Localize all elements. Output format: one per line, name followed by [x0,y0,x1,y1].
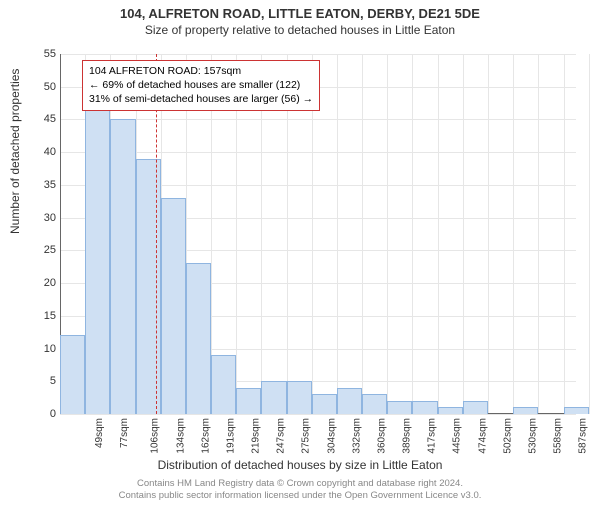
x-tick-label: 332sqm [351,418,362,454]
attribution-line-2: Contains public sector information licen… [119,490,482,501]
x-tick-label: 389sqm [402,418,413,454]
histogram-bar [60,335,85,414]
gridline-v [488,54,489,414]
y-tick-label: 20 [32,277,56,289]
x-tick-label: 49sqm [94,418,105,448]
x-tick-label: 587sqm [578,418,589,454]
annotation-line-1: 104 ALFRETON ROAD: 157sqm [89,64,313,78]
x-tick-label: 502sqm [502,418,513,454]
y-tick-label: 10 [32,343,56,355]
y-tick-label: 35 [32,179,56,191]
histogram-bar [438,407,463,414]
gridline-v [513,54,514,414]
histogram-bar [513,407,538,414]
histogram-bar [186,263,211,414]
histogram-bar [236,388,261,414]
x-tick-label: 558sqm [553,418,564,454]
histogram-bar [312,394,337,414]
gridline-v [337,54,338,414]
gridline-h [60,119,576,120]
annotation-box: 104 ALFRETON ROAD: 157sqm← 69% of detach… [82,60,320,111]
y-axis-label: Number of detached properties [8,69,22,234]
gridline-v [564,54,565,414]
y-tick-label: 50 [32,81,56,93]
gridline-v [463,54,464,414]
histogram-bar [161,198,186,414]
histogram-bar [463,401,488,414]
histogram-bar [387,401,412,414]
gridline-v [438,54,439,414]
y-tick-label: 25 [32,244,56,256]
gridline-h [60,152,576,153]
y-tick-label: 0 [32,408,56,420]
x-tick-label: 162sqm [200,418,211,454]
y-tick-label: 40 [32,146,56,158]
histogram-bar [261,381,286,414]
histogram-bar [362,394,387,414]
x-tick-label: 445sqm [452,418,463,454]
x-tick-label: 106sqm [150,418,161,454]
histogram-plot: 104 ALFRETON ROAD: 157sqm← 69% of detach… [60,54,576,414]
x-tick-label: 360sqm [377,418,388,454]
gridline-v [412,54,413,414]
gridline-v [589,54,590,414]
x-tick-label: 77sqm [119,418,130,448]
x-tick-label: 530sqm [528,418,539,454]
page-title: 104, ALFRETON ROAD, LITTLE EATON, DERBY,… [0,6,600,21]
x-tick-label: 275sqm [301,418,312,454]
annotation-line-3: 31% of semi-detached houses are larger (… [89,92,313,106]
gridline-v [362,54,363,414]
x-tick-label: 219sqm [251,418,262,454]
histogram-bar [287,381,312,414]
x-tick-label: 304sqm [326,418,337,454]
histogram-bar [211,355,236,414]
x-tick-label: 191sqm [225,418,236,454]
histogram-bar [337,388,362,414]
histogram-bar [110,119,135,414]
x-tick-label: 474sqm [477,418,488,454]
x-tick-label: 417sqm [427,418,438,454]
annotation-line-2: ← 69% of detached houses are smaller (12… [89,78,313,92]
gridline-h [60,414,576,415]
gridline-h [60,54,576,55]
y-tick-label: 5 [32,375,56,387]
histogram-bar [412,401,437,414]
y-tick-label: 30 [32,212,56,224]
attribution-line-1: Contains HM Land Registry data © Crown c… [137,478,463,489]
attribution-footer: Contains HM Land Registry data © Crown c… [0,478,600,502]
gridline-v [387,54,388,414]
y-tick-label: 45 [32,113,56,125]
x-axis-label: Distribution of detached houses by size … [0,458,600,472]
histogram-bar [85,100,110,414]
y-tick-label: 15 [32,310,56,322]
chart-container: 104 ALFRETON ROAD: 157sqm← 69% of detach… [46,54,576,438]
x-tick-label: 247sqm [276,418,287,454]
page-subtitle: Size of property relative to detached ho… [0,23,600,37]
x-tick-label: 134sqm [175,418,186,454]
gridline-v [538,54,539,414]
histogram-bar [564,407,589,414]
y-tick-label: 55 [32,48,56,60]
